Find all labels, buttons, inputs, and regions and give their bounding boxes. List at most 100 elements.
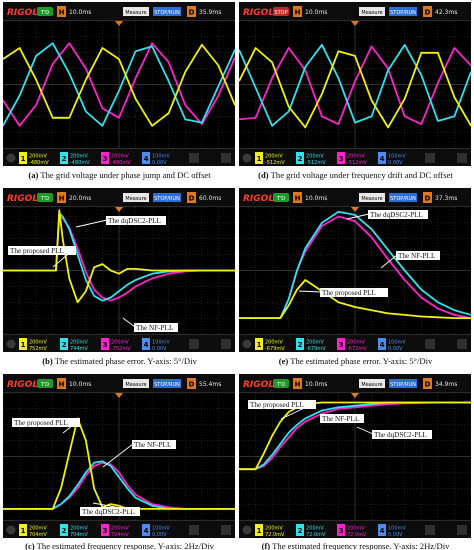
top-bar-svg: RIGOL T'D H 10.0ms Measure STOP/RUN D 34.9ms: [243, 378, 457, 390]
trigger-position-icon: [351, 21, 359, 26]
channel-4-chip[interactable]: [142, 338, 150, 350]
panel-caption: (d) The grid voltage under frequency dri…: [237, 170, 474, 180]
channel-scale: 200mV: [29, 340, 47, 346]
run-state-badge[interactable]: [273, 193, 289, 202]
menu-icon[interactable]: [6, 153, 16, 163]
speaker-icon[interactable]: [221, 339, 231, 349]
speaker-icon[interactable]: [221, 153, 231, 163]
channel-4-chip[interactable]: [378, 152, 386, 164]
channel-offset: -480mV: [70, 160, 90, 166]
scope-plot: [3, 20, 235, 149]
top-bar-svg: RIGOL T'D H 10.0ms Measure STOP/RUN D 35.9ms: [7, 6, 221, 18]
channel-1-chip[interactable]: [255, 152, 263, 164]
channel-bar-svg: 1 200mV-480mV 2 200mV-480mV 3 200mV-480mV 4 100…: [6, 152, 231, 166]
timebase-value: 10.0ms: [69, 9, 91, 16]
menu-icon[interactable]: [242, 153, 252, 163]
channel-3-chip[interactable]: [337, 338, 345, 350]
channel-number: 2: [298, 341, 303, 349]
run-state-badge[interactable]: [37, 193, 53, 202]
scope-top-bar: RIGOL T'D H 20.0ms Measure STOP/RUN D 60.0ms: [3, 188, 235, 207]
channel-3-chip[interactable]: [337, 152, 345, 164]
brand-logo: RIGOL: [243, 380, 274, 390]
trace-label-bg: [320, 414, 364, 423]
trace-label: The NF-PLL: [134, 441, 171, 449]
horizontal-icon: [293, 192, 302, 203]
menu-icon[interactable]: [6, 525, 16, 535]
scope-top-bar: RIGOL T'D H 10.0ms Measure STOP/RUN D 37.3ms: [239, 188, 471, 207]
run-state-badge[interactable]: [37, 7, 53, 16]
scope-top-bar: RIGOL T'D H 10.0ms Measure STOP/RUN D 34.9ms: [239, 374, 471, 393]
caption-text: The grid voltage under phase jump and DC…: [38, 170, 211, 180]
channel-1-chip[interactable]: [255, 338, 263, 350]
channel-4-chip[interactable]: [142, 152, 150, 164]
brand-logo: RIGOL: [243, 194, 274, 204]
stop-run-button[interactable]: [389, 7, 417, 16]
scope-plot: The proposed PLL The NF-PLL The dqDSC2-PLL: [3, 392, 235, 521]
horizontal-icon-letter: H: [295, 9, 301, 17]
run-state-label: T'D: [40, 382, 49, 388]
measure-button[interactable]: [359, 379, 385, 388]
channel-2-chip[interactable]: [296, 338, 304, 350]
channel-3-chip[interactable]: [101, 152, 109, 164]
channel-2-chip[interactable]: [60, 338, 68, 350]
channel-number: 3: [103, 155, 108, 163]
channel-scale: 200mV: [70, 154, 88, 160]
stop-run-button[interactable]: [153, 7, 181, 16]
channel-2-chip[interactable]: [296, 524, 304, 536]
channel-1-chip[interactable]: [19, 152, 27, 164]
measure-button[interactable]: [123, 379, 149, 388]
channel-2-chip[interactable]: [60, 524, 68, 536]
measure-button[interactable]: [359, 7, 385, 16]
scope-channel-bar: 1 200mV -480mV 2 200mV -480mV 3 200mV -480mV 4 100…: [3, 148, 235, 166]
measure-button[interactable]: [359, 193, 385, 202]
channel-4-chip[interactable]: [378, 524, 386, 536]
stop-run-button[interactable]: [153, 379, 181, 388]
channel-4-chip[interactable]: [378, 338, 386, 350]
channel-scale: 100mV: [388, 154, 406, 160]
channel-bar-svg: 1 200mV-512mV 2 200mV-512mV 3 200mV-512mV 4 100…: [242, 152, 467, 166]
scope-plot: [239, 20, 471, 149]
run-state-badge[interactable]: [273, 379, 289, 388]
speaker-icon[interactable]: [457, 153, 467, 163]
stop-run-button[interactable]: [389, 193, 417, 202]
channel-bar-extra: [189, 153, 199, 163]
menu-icon[interactable]: [242, 525, 252, 535]
caption-text: The estimated frequency response. Y-axis…: [34, 541, 214, 550]
channel-1-chip[interactable]: [19, 338, 27, 350]
channel-1-chip[interactable]: [19, 524, 27, 536]
channel-number: 4: [380, 341, 385, 349]
channel-1-chip[interactable]: [255, 524, 263, 536]
channel-number: 2: [298, 527, 303, 535]
menu-icon[interactable]: [6, 339, 16, 349]
trace-label-arrow: [298, 290, 322, 293]
run-state-badge[interactable]: [37, 379, 53, 388]
measure-button[interactable]: [123, 7, 149, 16]
grid: [239, 392, 471, 521]
menu-icon[interactable]: [242, 339, 252, 349]
speaker-icon[interactable]: [457, 525, 467, 535]
channel-3-chip[interactable]: [101, 524, 109, 536]
speaker-icon[interactable]: [221, 525, 231, 535]
brand-logo: RIGOL: [7, 194, 38, 204]
channel-3-chip[interactable]: [101, 338, 109, 350]
channel-4-chip[interactable]: [142, 524, 150, 536]
stop-run-button[interactable]: [389, 379, 417, 388]
stop-run-button[interactable]: [153, 193, 181, 202]
channel-2-chip[interactable]: [296, 152, 304, 164]
scope-plot: The dqDSC2-PLL The proposed PLL The NF-PLL: [3, 206, 235, 335]
brand-logo: RIGOL: [243, 8, 274, 18]
run-state-badge[interactable]: [273, 7, 289, 16]
channel-2-chip[interactable]: [60, 152, 68, 164]
trace-label-bg: [320, 288, 388, 297]
channel-offset: -480mV: [29, 160, 49, 166]
horizontal-icon-letter: H: [59, 9, 65, 17]
channel-offset: 0.00V: [388, 346, 403, 352]
trace-label-bg: [12, 418, 80, 427]
scope-panel-f: RIGOL T'D H 10.0ms Measure STOP/RUN D 34.9ms The…: [239, 374, 471, 538]
delay-icon: [423, 192, 432, 203]
measure-button[interactable]: [123, 193, 149, 202]
scope-top-bar: RIGOL T'D H 10.0ms Measure STOP/RUN D 35.9ms: [3, 2, 235, 21]
speaker-icon[interactable]: [457, 339, 467, 349]
trigger-position-icon: [351, 207, 359, 212]
channel-3-chip[interactable]: [337, 524, 345, 536]
